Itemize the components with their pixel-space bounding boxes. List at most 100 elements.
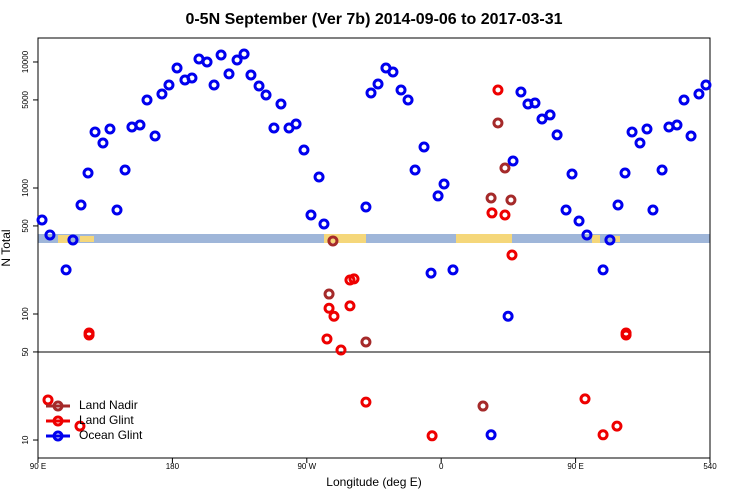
data-point bbox=[671, 119, 683, 131]
data-point bbox=[515, 86, 527, 98]
data-point bbox=[499, 209, 511, 221]
legend-marker bbox=[52, 415, 64, 427]
y-tick-label: 10 bbox=[21, 435, 30, 444]
data-point bbox=[685, 130, 697, 142]
data-point bbox=[581, 229, 593, 241]
data-point bbox=[425, 267, 437, 279]
data-point bbox=[447, 264, 459, 276]
data-point bbox=[506, 249, 518, 261]
data-point bbox=[492, 117, 504, 129]
plot-frame bbox=[37, 37, 711, 459]
data-point bbox=[360, 336, 372, 348]
data-point bbox=[597, 264, 609, 276]
data-point bbox=[619, 167, 631, 179]
data-point bbox=[529, 97, 541, 109]
data-point bbox=[298, 144, 310, 156]
data-point bbox=[566, 168, 578, 180]
x-tick-label: 90 E bbox=[30, 462, 46, 471]
data-point bbox=[321, 333, 333, 345]
data-point bbox=[111, 204, 123, 216]
data-point bbox=[656, 164, 668, 176]
data-point bbox=[409, 164, 421, 176]
data-point bbox=[395, 84, 407, 96]
data-point bbox=[156, 88, 168, 100]
data-point bbox=[641, 123, 653, 135]
data-point bbox=[647, 204, 659, 216]
data-point bbox=[44, 229, 56, 241]
data-point bbox=[560, 204, 572, 216]
data-point bbox=[313, 171, 325, 183]
data-point bbox=[344, 300, 356, 312]
data-point bbox=[485, 192, 497, 204]
data-point bbox=[477, 400, 489, 412]
data-point bbox=[104, 123, 116, 135]
data-point bbox=[634, 137, 646, 149]
data-point bbox=[507, 155, 519, 167]
data-point bbox=[502, 310, 514, 322]
data-point bbox=[418, 141, 430, 153]
data-point bbox=[134, 119, 146, 131]
data-point bbox=[597, 429, 609, 441]
y-tick-label: 10000 bbox=[21, 50, 30, 73]
data-point bbox=[245, 69, 257, 81]
data-point bbox=[60, 264, 72, 276]
land-strip bbox=[592, 235, 600, 243]
land-strip bbox=[612, 236, 620, 242]
data-point bbox=[544, 109, 556, 121]
data-point bbox=[119, 164, 131, 176]
y-tick-label: 1000 bbox=[21, 179, 30, 197]
data-point bbox=[231, 54, 243, 66]
data-point bbox=[74, 420, 86, 432]
data-point bbox=[171, 62, 183, 74]
data-point bbox=[268, 122, 280, 134]
data-point bbox=[323, 288, 335, 300]
data-point bbox=[83, 329, 95, 341]
data-point bbox=[149, 130, 161, 142]
data-point bbox=[75, 199, 87, 211]
y-tick-label: 500 bbox=[21, 219, 30, 233]
data-point bbox=[604, 234, 616, 246]
x-tick-label: 0 bbox=[439, 462, 444, 471]
land-strip bbox=[80, 236, 94, 242]
data-point bbox=[253, 80, 265, 92]
data-point bbox=[238, 48, 250, 60]
x-tick-label: 90 E bbox=[567, 462, 583, 471]
data-point bbox=[579, 393, 591, 405]
land-strip bbox=[456, 234, 512, 243]
data-point bbox=[611, 420, 623, 432]
data-point bbox=[360, 201, 372, 213]
data-point bbox=[89, 126, 101, 138]
data-point bbox=[700, 79, 712, 91]
data-point bbox=[360, 396, 372, 408]
data-point bbox=[275, 98, 287, 110]
data-point bbox=[36, 214, 48, 226]
data-point bbox=[186, 72, 198, 84]
data-point bbox=[426, 430, 438, 442]
data-point bbox=[290, 118, 302, 130]
data-point bbox=[215, 49, 227, 61]
data-point bbox=[551, 129, 563, 141]
data-point bbox=[163, 79, 175, 91]
ocean-strip bbox=[38, 234, 710, 243]
data-point bbox=[612, 199, 624, 211]
data-point bbox=[260, 89, 272, 101]
legend-marker bbox=[52, 400, 64, 412]
data-point bbox=[387, 66, 399, 78]
data-point bbox=[372, 78, 384, 90]
data-point bbox=[305, 209, 317, 221]
data-point bbox=[327, 235, 339, 247]
y-tick-label: 100 bbox=[21, 307, 30, 321]
data-point bbox=[678, 94, 690, 106]
land-strip bbox=[324, 234, 366, 243]
data-point bbox=[335, 344, 347, 356]
data-point bbox=[223, 68, 235, 80]
data-point bbox=[620, 329, 632, 341]
data-point bbox=[82, 167, 94, 179]
data-point bbox=[67, 234, 79, 246]
data-point bbox=[141, 94, 153, 106]
y-tick-label: 5000 bbox=[21, 90, 30, 108]
chart-title: 0-5N September (Ver 7b) 2014-09-06 to 20… bbox=[185, 11, 562, 28]
x-axis-label: Longitude (deg E) bbox=[326, 475, 421, 489]
legend-label: Ocean Glint bbox=[79, 428, 143, 442]
